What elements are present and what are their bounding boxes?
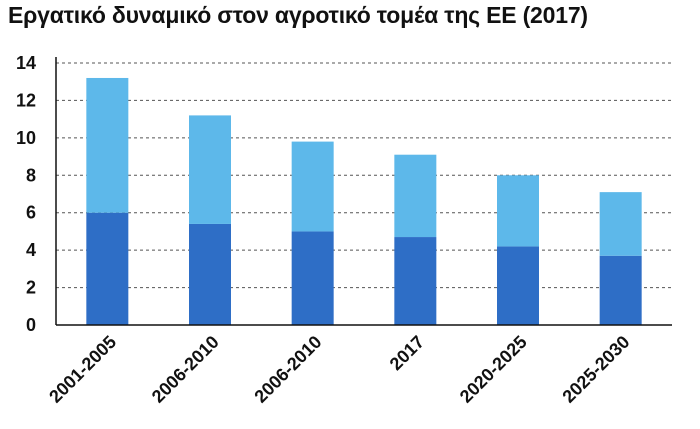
y-tick-label: 8 [26,165,36,185]
y-tick-label: 4 [26,240,36,260]
bars [86,77,642,325]
x-tick-label: 2006-2010 [148,332,223,407]
x-tick-label: 2020-2025 [456,332,531,407]
bar-segment-1 [599,255,642,325]
bar-segment-2 [86,77,129,213]
x-tick-label: 2001-2005 [45,332,120,407]
chart-title: Εργατικό δυναμικό στον αγροτικό τομέα τη… [8,2,588,28]
bar-segment-2 [599,192,642,256]
x-tick-labels: 2001-2005 2006-2010 2006-2010 2017 2020-2025… [45,332,633,407]
y-tick-label: 2 [26,278,36,298]
gridlines [56,62,672,289]
bar-segment-1 [189,223,231,325]
bar-segment-2 [497,175,539,247]
axes [55,57,672,326]
x-tick-label: 2025-2030 [558,332,633,407]
bar-segment-1 [394,237,437,325]
bar-segment-1 [86,212,129,325]
y-tick-label: 14 [16,53,36,73]
x-tick-label: 2017 [386,332,428,374]
y-tick-label: 0 [26,315,36,335]
bar-segment-2 [291,141,334,232]
y-tick-label: 6 [26,203,36,223]
y-tick-label: 10 [16,128,36,148]
x-tick-label: 2006-2010 [250,332,325,407]
y-tick-labels: 0 2 4 6 8 10 12 14 [16,53,36,335]
bar-segment-2 [394,154,437,238]
y-tick-label: 12 [16,90,36,110]
bar-segment-1 [291,231,334,325]
bar-segment-1 [497,246,539,325]
bar-segment-2 [189,115,231,224]
